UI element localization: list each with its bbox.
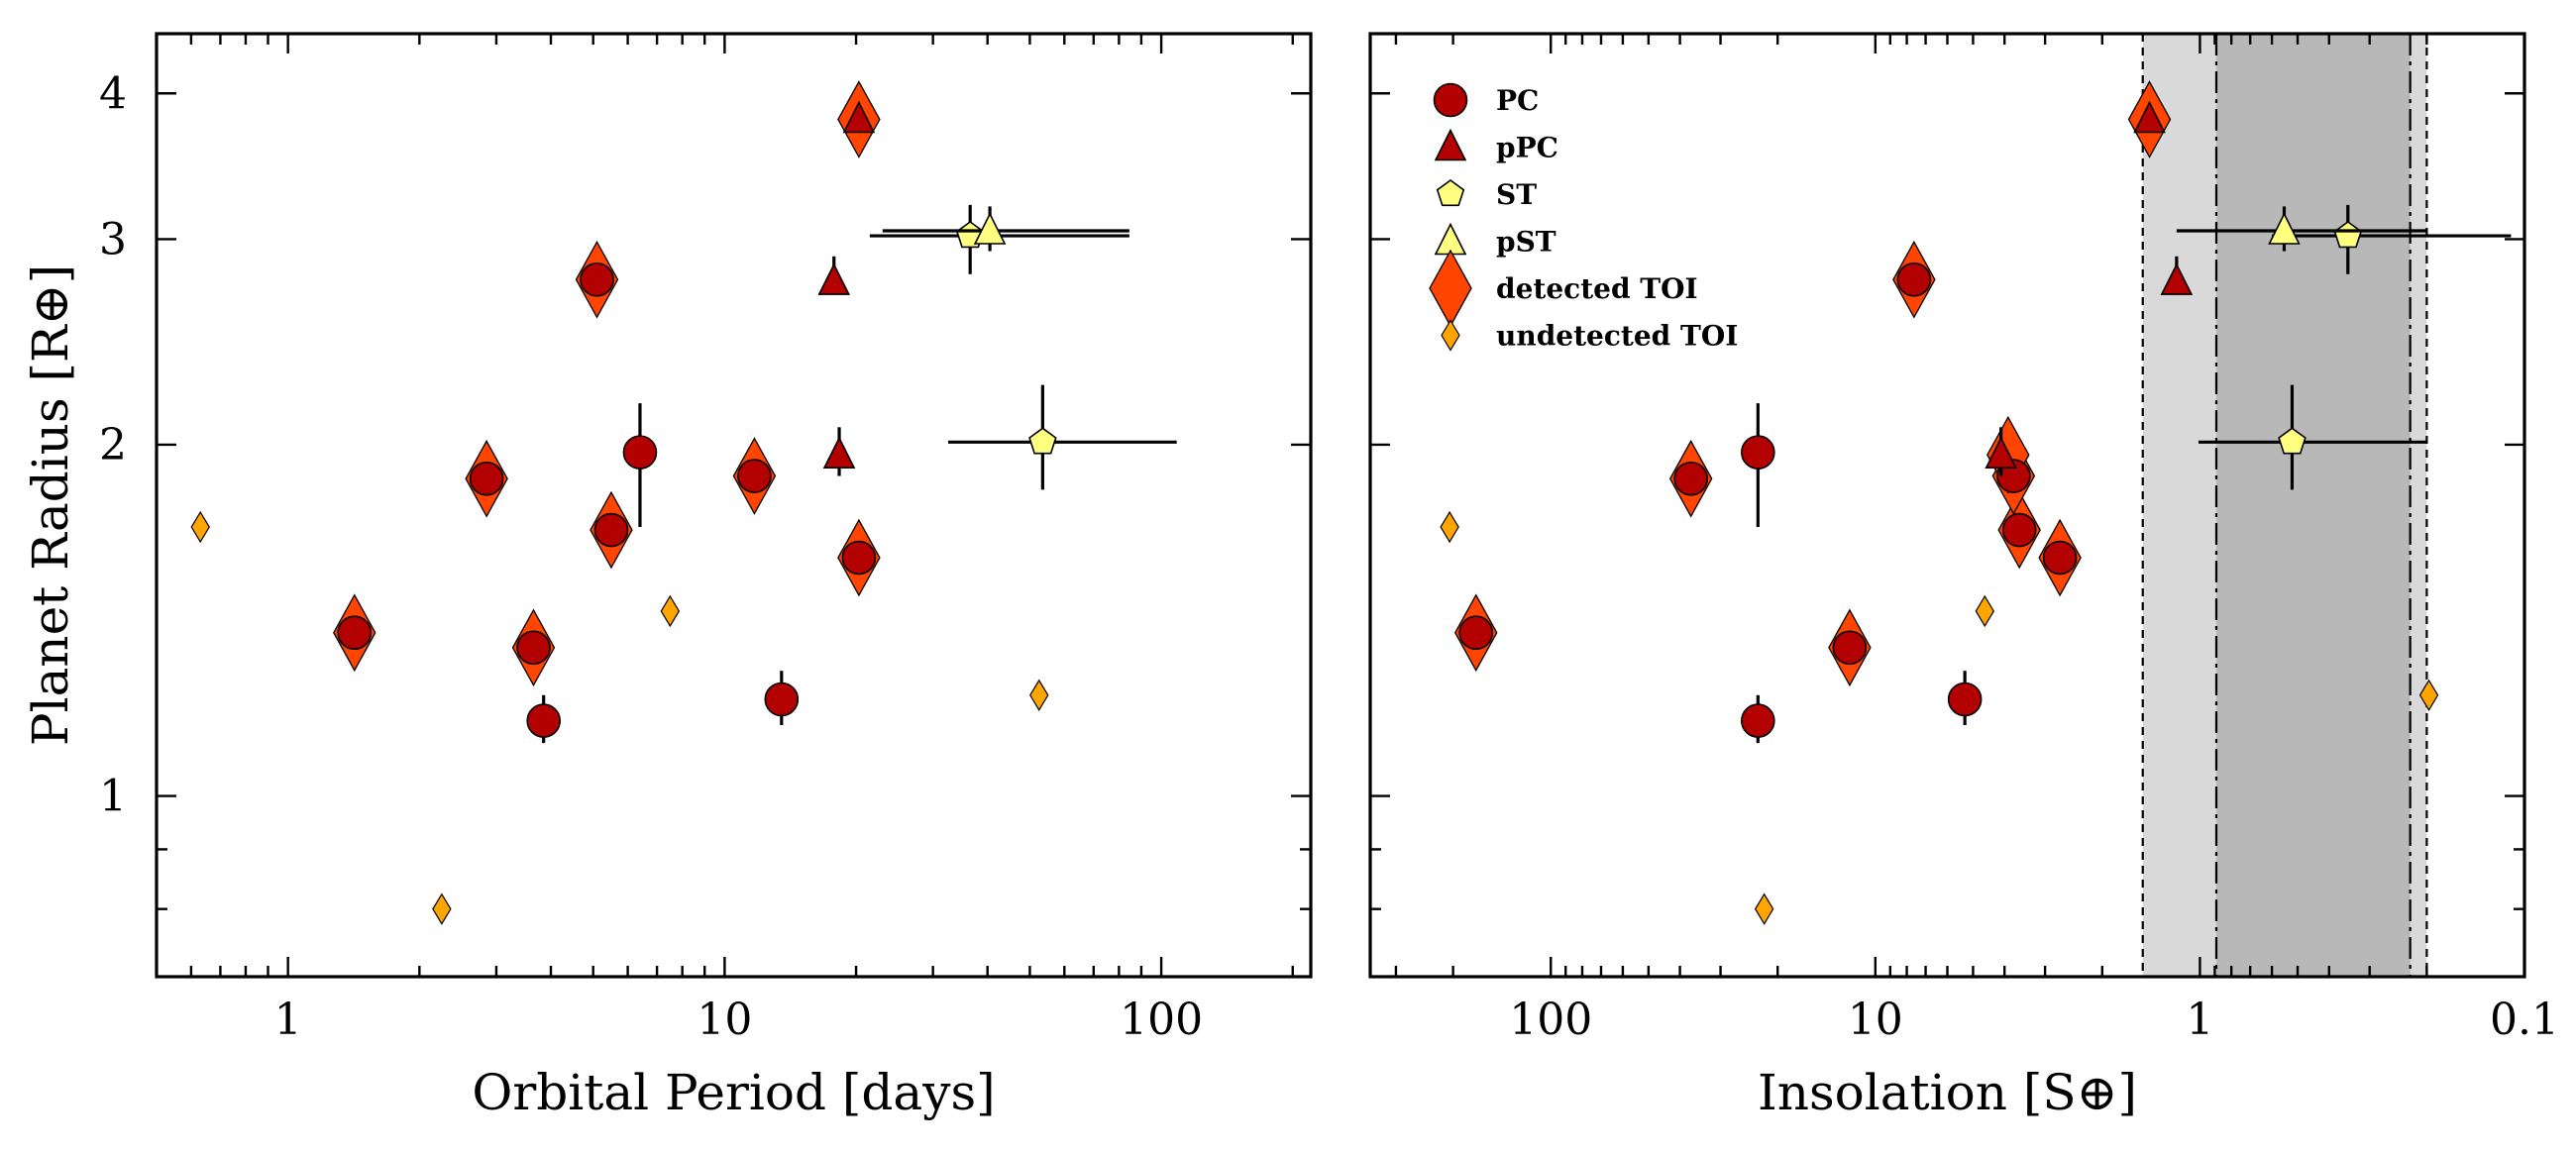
point-pc <box>526 703 561 738</box>
axes-frame <box>1368 32 2526 979</box>
x-tick-label: 100 <box>1120 995 1203 1045</box>
point-pc <box>2001 512 2037 548</box>
left-panel: 1 10 100 1 2 3 4 Orbital Period [days] Planet Ra… <box>22 32 1313 1121</box>
point-ppc <box>842 100 876 134</box>
axes-frame <box>155 32 1313 979</box>
legend-marker-detected-toi <box>1429 249 1472 328</box>
point-st <box>2278 427 2307 455</box>
point-pc <box>1896 262 1932 297</box>
legend-label: undetected TOI <box>1496 320 1738 353</box>
point-pc <box>516 630 551 666</box>
x-tick-label: 1 <box>2186 995 2213 1045</box>
series-pc <box>337 262 877 744</box>
legend-marker-st <box>1436 179 1465 207</box>
point-pst <box>973 212 1007 245</box>
x-tick-label: 0.1 <box>2490 995 2559 1045</box>
x-axis-title: Orbital Period [days] <box>472 1064 995 1121</box>
point-pc <box>1741 703 1775 738</box>
series-ppc <box>1985 100 2194 476</box>
y-tick-label: 3 <box>99 214 127 264</box>
x-tick-label: 10 <box>697 995 752 1045</box>
point-undetected-toi <box>432 892 452 925</box>
point-pc <box>337 615 373 651</box>
series-undetected-toi <box>1440 510 2439 925</box>
point-pc <box>841 540 877 576</box>
right-panel: 100 10 1 0.1 Insolation [S⊕] <box>1368 32 2559 1121</box>
point-undetected-toi <box>660 594 681 628</box>
point-pc <box>580 262 614 297</box>
legend-label: pPC <box>1496 132 1558 164</box>
series-detected-toi <box>333 80 881 687</box>
y-tick-label: 1 <box>99 772 127 822</box>
point-undetected-toi <box>190 510 210 544</box>
point-undetected-toi <box>1975 594 1995 628</box>
point-pc <box>737 459 772 493</box>
point-pc <box>1947 682 1983 717</box>
point-undetected-toi <box>2418 679 2439 711</box>
y-tick-label: 2 <box>99 420 127 471</box>
series-pst <box>2176 206 2427 252</box>
point-pc <box>593 512 629 548</box>
point-undetected-toi <box>1440 510 1459 544</box>
legend-label: PC <box>1496 84 1539 117</box>
point-ppc <box>822 436 856 470</box>
x-tick-label: 10 <box>1848 995 1903 1045</box>
point-ppc <box>2133 100 2166 134</box>
legend: PC pPC ST pST detected TOI undetected TOI <box>1429 82 1738 353</box>
legend-label: ST <box>1496 178 1537 211</box>
point-ppc <box>817 262 851 295</box>
legend-marker-ppc <box>1434 128 1467 161</box>
data-points <box>1440 80 2512 925</box>
point-pc <box>622 435 658 470</box>
x-tick-label: 1 <box>274 995 302 1045</box>
legend-marker-undetected-toi <box>1441 319 1460 352</box>
y-axis-title: Planet Radius [R⊕] <box>22 264 79 746</box>
series-undetected-toi <box>190 510 1049 925</box>
series-st <box>2198 204 2512 490</box>
point-undetected-toi <box>1029 679 1049 711</box>
legend-label: pST <box>1496 226 1556 259</box>
point-undetected-toi <box>1754 892 1774 925</box>
y-tick-label: 4 <box>99 68 127 119</box>
point-pst <box>2268 212 2301 245</box>
series-pst <box>882 206 1129 252</box>
legend-marker-pc <box>1433 82 1468 118</box>
point-pc <box>1832 630 1868 666</box>
point-pc <box>764 682 800 717</box>
x-axis-title: Insolation [S⊕] <box>1758 1064 2137 1121</box>
point-pc <box>1458 615 1494 651</box>
legend-label: detected TOI <box>1496 272 1698 305</box>
point-pc <box>2042 540 2078 576</box>
point-pc <box>1741 435 1775 470</box>
point-pc <box>469 461 504 496</box>
point-ppc <box>1985 436 2017 470</box>
series-ppc <box>817 100 876 476</box>
data-points <box>190 80 1177 925</box>
point-pc <box>1673 461 1708 496</box>
point-st <box>1028 427 1057 455</box>
series-detected-toi <box>1454 80 2172 687</box>
point-ppc <box>2160 262 2194 295</box>
x-tick-label: 100 <box>1509 995 1592 1045</box>
series-st <box>869 204 1177 490</box>
hz-inner-band <box>2215 34 2411 977</box>
ticks <box>155 34 1311 979</box>
